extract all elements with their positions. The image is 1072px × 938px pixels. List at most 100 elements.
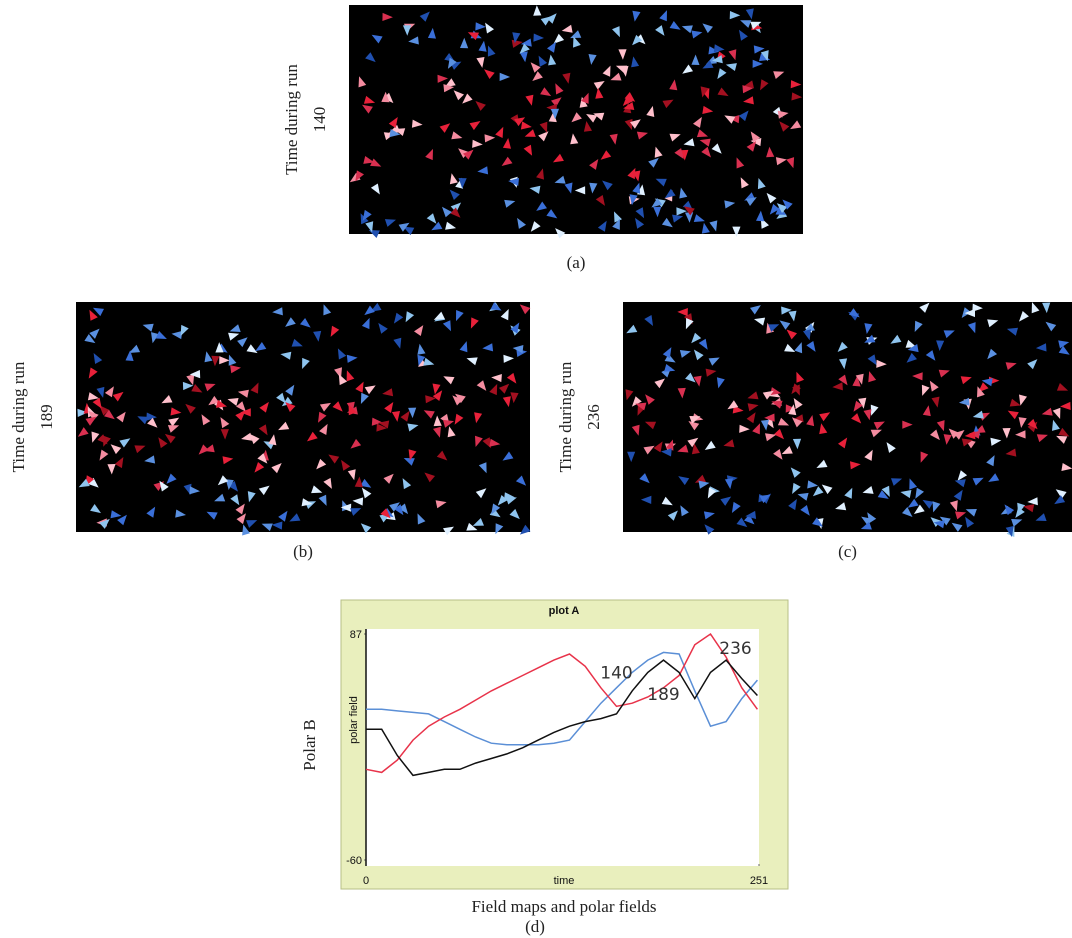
agent	[519, 43, 530, 54]
side-label: Time during run	[556, 361, 575, 472]
agent	[704, 524, 715, 535]
agent	[1056, 383, 1069, 391]
time-label: 236	[584, 404, 603, 430]
agent	[403, 458, 415, 466]
agent	[408, 36, 419, 45]
agent	[484, 69, 495, 79]
agent	[285, 384, 295, 396]
agent	[664, 188, 676, 199]
plot-area	[366, 629, 759, 866]
agent	[524, 129, 536, 137]
agent	[629, 194, 638, 206]
agent	[750, 131, 760, 143]
agent	[125, 350, 134, 361]
agent	[729, 11, 741, 20]
agent	[103, 435, 111, 447]
agent	[159, 480, 169, 492]
agent	[491, 503, 501, 515]
agent	[204, 383, 216, 392]
agent	[622, 95, 633, 106]
agent	[703, 511, 715, 520]
agent	[354, 476, 363, 488]
agent	[627, 451, 636, 463]
agent	[812, 517, 823, 527]
side-label: Time during run	[282, 64, 301, 175]
agent	[771, 400, 783, 409]
agent	[860, 521, 872, 530]
agent	[858, 397, 867, 409]
agent	[318, 494, 327, 506]
agent	[632, 34, 643, 46]
agent	[646, 105, 655, 117]
agents	[625, 302, 1072, 537]
agent	[902, 420, 913, 429]
agent	[931, 396, 940, 408]
agent	[229, 324, 241, 332]
agent	[439, 123, 451, 133]
agent	[1027, 497, 1038, 506]
agent	[104, 409, 115, 420]
annotation: 236	[719, 639, 751, 659]
agent	[961, 438, 973, 447]
agent	[504, 492, 515, 501]
agent	[593, 81, 605, 90]
agent	[91, 431, 100, 443]
agent	[87, 392, 99, 401]
agent	[922, 499, 934, 509]
agent	[475, 488, 487, 499]
agent	[285, 402, 296, 412]
agent	[490, 302, 502, 311]
agent	[877, 490, 889, 499]
agent	[302, 357, 310, 369]
agent	[104, 386, 114, 398]
agent	[555, 228, 566, 239]
agent	[1007, 410, 1019, 420]
agent	[790, 467, 801, 478]
time-label: 140	[310, 107, 329, 133]
agent	[978, 382, 989, 393]
agent	[512, 345, 524, 354]
agent	[451, 131, 463, 140]
agent	[745, 510, 757, 519]
figure-caption: Field maps and polar fields	[471, 897, 656, 916]
agent	[631, 424, 640, 436]
agent	[458, 148, 469, 159]
agent	[600, 150, 612, 160]
agent	[1052, 407, 1061, 419]
agent	[370, 183, 380, 195]
agent	[863, 409, 872, 421]
agent	[588, 54, 597, 65]
agent	[691, 54, 700, 65]
agent	[988, 473, 1000, 482]
agent	[685, 212, 694, 223]
agent	[515, 475, 527, 486]
agent	[696, 129, 708, 138]
agent	[211, 355, 220, 367]
agent	[669, 79, 678, 91]
agent	[682, 64, 693, 74]
agent	[546, 209, 558, 219]
agent	[285, 317, 296, 327]
agent	[965, 516, 975, 528]
agent	[1018, 417, 1027, 428]
agent	[766, 146, 775, 158]
agent	[632, 10, 641, 22]
agent	[291, 338, 303, 347]
agent	[796, 371, 805, 383]
agent	[402, 25, 412, 36]
agent	[700, 86, 709, 98]
agent	[482, 437, 491, 449]
agent	[890, 334, 902, 344]
agent	[458, 178, 467, 189]
agent	[419, 11, 430, 22]
agent	[958, 397, 970, 406]
agent	[919, 302, 930, 313]
agent	[236, 401, 246, 412]
agent	[278, 421, 290, 431]
agent	[850, 461, 861, 470]
agent	[602, 65, 611, 77]
agent	[689, 416, 701, 424]
agent	[382, 388, 394, 397]
agent	[352, 497, 364, 506]
agent	[432, 383, 441, 395]
